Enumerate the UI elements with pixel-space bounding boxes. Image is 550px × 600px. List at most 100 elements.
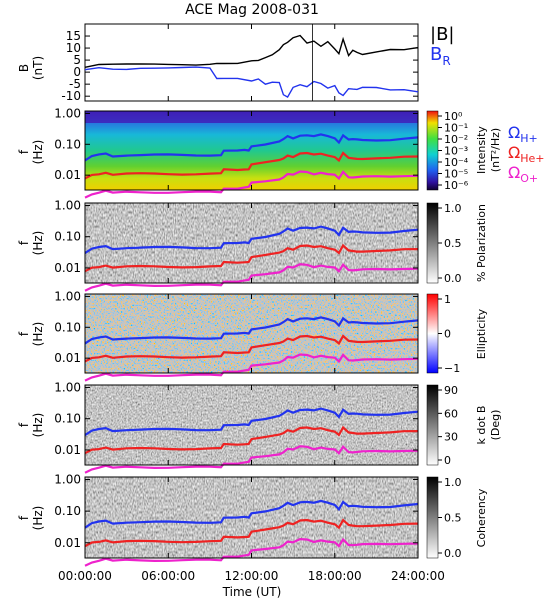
coherency-ytick-label: 0.10 [54,504,81,518]
intensity-line-he-plus [84,151,419,180]
ellipticity-line-he-plus [84,334,419,363]
bfield-lines [84,24,419,101]
intensity-cbar-tick-label: 10⁻⁵ [444,168,468,181]
legend-he-plus-symbol: Ω [508,143,520,162]
bfield-ytick-label: -10 [61,89,81,103]
intensity-ylabel: f [17,149,31,154]
polarization-yunit: (Hz) [31,231,45,256]
ellipticity-ylabel: f [17,331,31,336]
polarization-panel: 1.000.100.01 1.00.50.0 % Polarization f … [17,198,488,292]
intensity-colorbar [426,110,439,191]
intensity-cbar-label: Intensity [475,126,488,174]
ellipticity-cbar-tick-label: −1 [444,362,460,375]
legend-br: BR [430,44,451,68]
intensity-overlay [84,133,419,199]
kdotb-colorbar-ticks: 90 60 30 0 [438,384,458,467]
coherency-bg [85,477,418,558]
kdotb-line-h-plus [84,407,419,437]
polarization-line-h-plus [84,225,419,255]
coherency-cbar-label: Coherency [475,488,488,547]
coherency-ytick-label: 0.01 [54,536,81,550]
intensity-cbar-tick-label: 10⁻² [444,133,468,146]
legend-bmag: |B| [430,24,454,45]
legend-o-plus-symbol: Ω [508,163,520,182]
coherency-overlay [84,499,419,567]
coherency-colorbar-ticks: 1.0 0.5 0.0 [438,476,462,560]
polarization-ytick-label: 0.01 [54,261,81,275]
ellipticity-colorbar-ticks: 1 0 −1 [438,293,460,375]
kdotb-cbar-label: k dot B [475,406,488,445]
intensity-yunit: (Hz) [31,140,45,165]
ellipticity-line-h-plus [84,316,419,345]
legend-br-sub: R [442,54,450,68]
bfield-ytick-label: 0 [73,65,81,79]
bfield-ytick-label: 15 [66,29,81,43]
kdotb-cbar-tick-label: 60 [444,407,458,420]
coherency-line-h-plus [84,499,419,529]
polarization-y-axis: 1.00 0.10 0.01 [54,198,418,275]
figure-title: ACE Mag 2008-031 [185,2,319,18]
intensity-cbar-title: Intensity [475,126,488,174]
bfield-ytick-label: 10 [66,41,81,55]
kdotb-ytick-label: 0.01 [54,443,81,457]
intensity-cbar-unit: (nT²/Hz) [489,128,502,172]
polarization-cbar-label: % Polarization [475,204,488,282]
bfield-yunit: (nT) [31,56,45,80]
legend-h-plus-sub: H+ [520,132,538,145]
intensity-ytick-label: 1.00 [54,106,81,120]
polarization-bg [85,203,418,283]
time-tick-label: 00:00:00 [58,569,112,583]
bfield-series-br [84,66,419,99]
legend-he-plus: ΩHe+ [508,143,545,165]
bfield-ytick-label: 5 [73,53,81,67]
ellipticity-yunit: (Hz) [31,322,45,347]
legend-o-plus-sub: O+ [520,172,538,185]
ellipticity-cbar-label: Ellipticity [475,308,488,359]
intensity-cbar-tick-label: 10⁻⁴ [444,156,469,169]
intensity-ytick-label: 0.10 [54,137,81,151]
time-axis-label: Time (UT) [222,585,282,599]
ellipticity-ytick-label: 0.10 [54,320,81,334]
polarization-cbar-tick-label: 1.0 [444,202,462,215]
coherency-cbar-tick-label: 0.0 [444,547,462,560]
bfield-series-bmag [84,34,419,68]
kdotb-line-he-plus [84,425,419,455]
coherency-ytick-label: 1.00 [54,473,81,487]
ellipticity-cbar-tick-label: 1 [444,293,451,306]
ellipticity-line-o-plus [84,353,419,382]
polarization-cbar-tick-label: 0.5 [444,237,462,250]
polarization-ylabel: f [17,240,31,245]
kdotb-overlay [84,407,419,474]
ellipticity-bg [85,294,418,373]
legend-br-label: B [430,44,442,65]
kdotb-cbar-tick-label: 30 [444,431,458,444]
intensity-cbar-tick-label: 10⁻¹ [444,122,468,135]
kdotb-y-axis: 1.00 0.10 0.01 [54,380,418,457]
coherency-y-axis: 1.00 0.10 0.01 [54,473,418,550]
ellipticity-cbar-tick-label: 0 [444,328,451,341]
kdotb-colorbar [426,384,439,466]
time-tick-label: 18:00:00 [308,569,362,583]
time-tick-label: 06:00:00 [141,569,195,583]
ellipticity-ytick-label: 0.01 [54,351,81,365]
time-axis: 00:00:00 06:00:00 12:00:00 18:00:00 24:00:00 [58,24,445,583]
legend-h-plus-symbol: Ω [508,123,520,142]
kdotb-cbar-tick-label: 90 [444,384,458,397]
time-tick-label: 12:00:00 [225,569,279,583]
polarization-ytick-label: 0.10 [54,230,81,244]
intensity-cbar-tick-label: 10⁻³ [444,145,468,158]
intensity-line-h-plus [84,133,419,162]
intensity-cbar-tick-label: 10⁰ [444,110,463,123]
coherency-ylabel: f [17,515,31,520]
coherency-cbar-tick-label: 1.0 [444,476,462,489]
coherency-panel: 1.00 0.10 0.01 1.0 0.5 0.0 Coherency f (Hz) [17,473,488,567]
polarization-colorbar-ticks: 1.0 0.5 0.0 [438,202,462,285]
intensity-y-axis: 1.00 0.10 0.01 [54,106,418,182]
coherency-line-o-plus [84,537,419,567]
ellipticity-overlay [84,316,419,382]
kdotb-bg [85,385,418,465]
bfield-ytick-label: -5 [69,77,81,91]
intensity-ytick-label: 0.01 [54,168,81,182]
